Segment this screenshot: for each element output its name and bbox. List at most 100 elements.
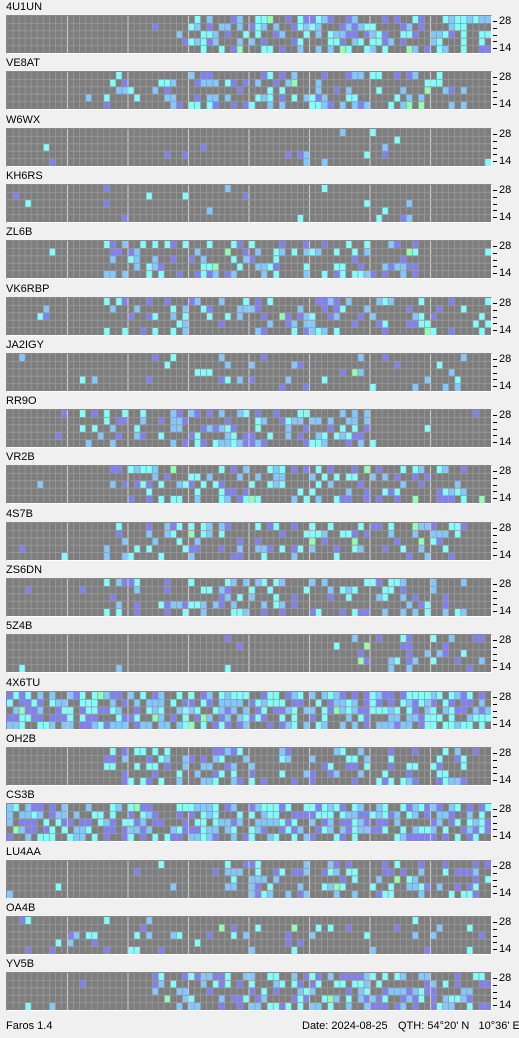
signal-cell bbox=[345, 30, 352, 39]
signal-cell bbox=[115, 72, 122, 80]
signal-cell bbox=[339, 38, 346, 46]
signal-cell bbox=[303, 804, 310, 812]
signal-cell bbox=[121, 777, 128, 785]
signal-cell bbox=[261, 353, 268, 362]
signal-cell bbox=[406, 875, 413, 883]
signal-cell bbox=[460, 87, 467, 95]
signal-cell bbox=[430, 327, 437, 335]
signal-cell bbox=[454, 747, 461, 756]
signal-cell bbox=[400, 995, 407, 1003]
signal-cell bbox=[200, 698, 207, 707]
signal-cell bbox=[224, 94, 231, 102]
signal-cell bbox=[406, 552, 413, 560]
band-tick bbox=[493, 766, 497, 768]
signal-cell bbox=[188, 601, 195, 609]
signal-cell bbox=[430, 818, 437, 827]
signal-cell bbox=[333, 995, 340, 1003]
signal-cell bbox=[345, 762, 352, 771]
band-tick bbox=[493, 104, 497, 106]
signal-cell bbox=[218, 410, 225, 418]
signal-cell bbox=[249, 495, 256, 504]
signal-cell bbox=[164, 361, 171, 369]
signal-cell bbox=[412, 312, 419, 320]
signal-cell bbox=[261, 608, 268, 616]
signal-cell bbox=[109, 755, 116, 763]
signal-cell bbox=[430, 721, 437, 729]
propagation-grid bbox=[6, 71, 492, 111]
signal-cell bbox=[218, 297, 225, 305]
signal-cell bbox=[236, 721, 243, 729]
signal-cell bbox=[249, 882, 256, 891]
signal-cell bbox=[478, 706, 485, 714]
signal-cell bbox=[333, 882, 340, 891]
signal-cell bbox=[164, 297, 171, 305]
signal-cell bbox=[454, 995, 461, 1003]
band-label-top: 28 bbox=[499, 15, 512, 27]
signal-cell bbox=[230, 706, 237, 714]
signal-cell bbox=[400, 691, 407, 699]
signal-cell bbox=[200, 263, 207, 271]
signal-cell bbox=[176, 987, 183, 996]
signal-cell bbox=[218, 495, 225, 504]
signal-cell bbox=[242, 495, 249, 504]
signal-cell bbox=[315, 980, 322, 988]
signal-cell bbox=[146, 192, 153, 200]
signal-cell bbox=[351, 23, 358, 31]
signal-cell bbox=[121, 410, 128, 418]
signal-cell bbox=[454, 818, 461, 827]
signal-cell bbox=[37, 804, 44, 812]
signal-cell bbox=[158, 698, 165, 707]
signal-cell bbox=[267, 263, 274, 271]
signal-cell bbox=[230, 16, 237, 24]
signal-cell bbox=[327, 45, 334, 53]
signal-cell bbox=[206, 691, 213, 699]
signal-cell bbox=[236, 312, 243, 320]
signal-cell bbox=[25, 916, 32, 925]
signal-cell bbox=[224, 664, 231, 673]
band-tick bbox=[493, 772, 497, 774]
signal-cell bbox=[376, 804, 383, 812]
signal-cell bbox=[472, 16, 479, 24]
signal-cell bbox=[194, 270, 201, 279]
signal-cell bbox=[370, 270, 377, 279]
signal-cell bbox=[140, 747, 147, 756]
signal-cell bbox=[261, 995, 268, 1003]
signal-cell bbox=[121, 552, 128, 560]
signal-cell bbox=[394, 706, 401, 714]
signal-cell bbox=[188, 579, 195, 587]
signal-cell bbox=[460, 45, 467, 53]
signal-cell bbox=[43, 143, 50, 151]
signal-cell bbox=[176, 691, 183, 699]
signal-cell bbox=[152, 747, 159, 756]
signal-cell bbox=[400, 586, 407, 594]
signal-cell bbox=[406, 762, 413, 771]
signal-cell bbox=[224, 79, 231, 88]
signal-cell bbox=[7, 804, 14, 812]
signal-cell bbox=[297, 417, 304, 425]
signal-cell bbox=[382, 777, 389, 785]
signal-cell bbox=[242, 973, 249, 981]
signal-cell bbox=[249, 826, 256, 834]
signal-cell bbox=[146, 263, 153, 271]
signal-cell bbox=[236, 642, 243, 651]
signal-cell bbox=[339, 270, 346, 279]
signal-cell bbox=[321, 713, 328, 722]
signal-cell bbox=[351, 410, 358, 418]
signal-cell bbox=[412, 473, 419, 482]
signal-cell bbox=[424, 87, 431, 95]
signal-cell bbox=[472, 713, 479, 722]
signal-cell bbox=[291, 319, 298, 328]
band-tick bbox=[493, 133, 497, 135]
signal-cell bbox=[309, 101, 316, 110]
signal-cell bbox=[339, 495, 346, 504]
signal-cell bbox=[109, 691, 116, 699]
signal-cell bbox=[19, 811, 26, 819]
band-tick bbox=[493, 302, 497, 304]
signal-cell bbox=[140, 327, 147, 335]
signal-cell bbox=[182, 327, 189, 335]
signal-cell bbox=[224, 747, 231, 756]
signal-cell bbox=[430, 804, 437, 812]
signal-cell bbox=[37, 721, 44, 729]
signal-cell bbox=[200, 691, 207, 699]
signal-cell bbox=[236, 552, 243, 560]
